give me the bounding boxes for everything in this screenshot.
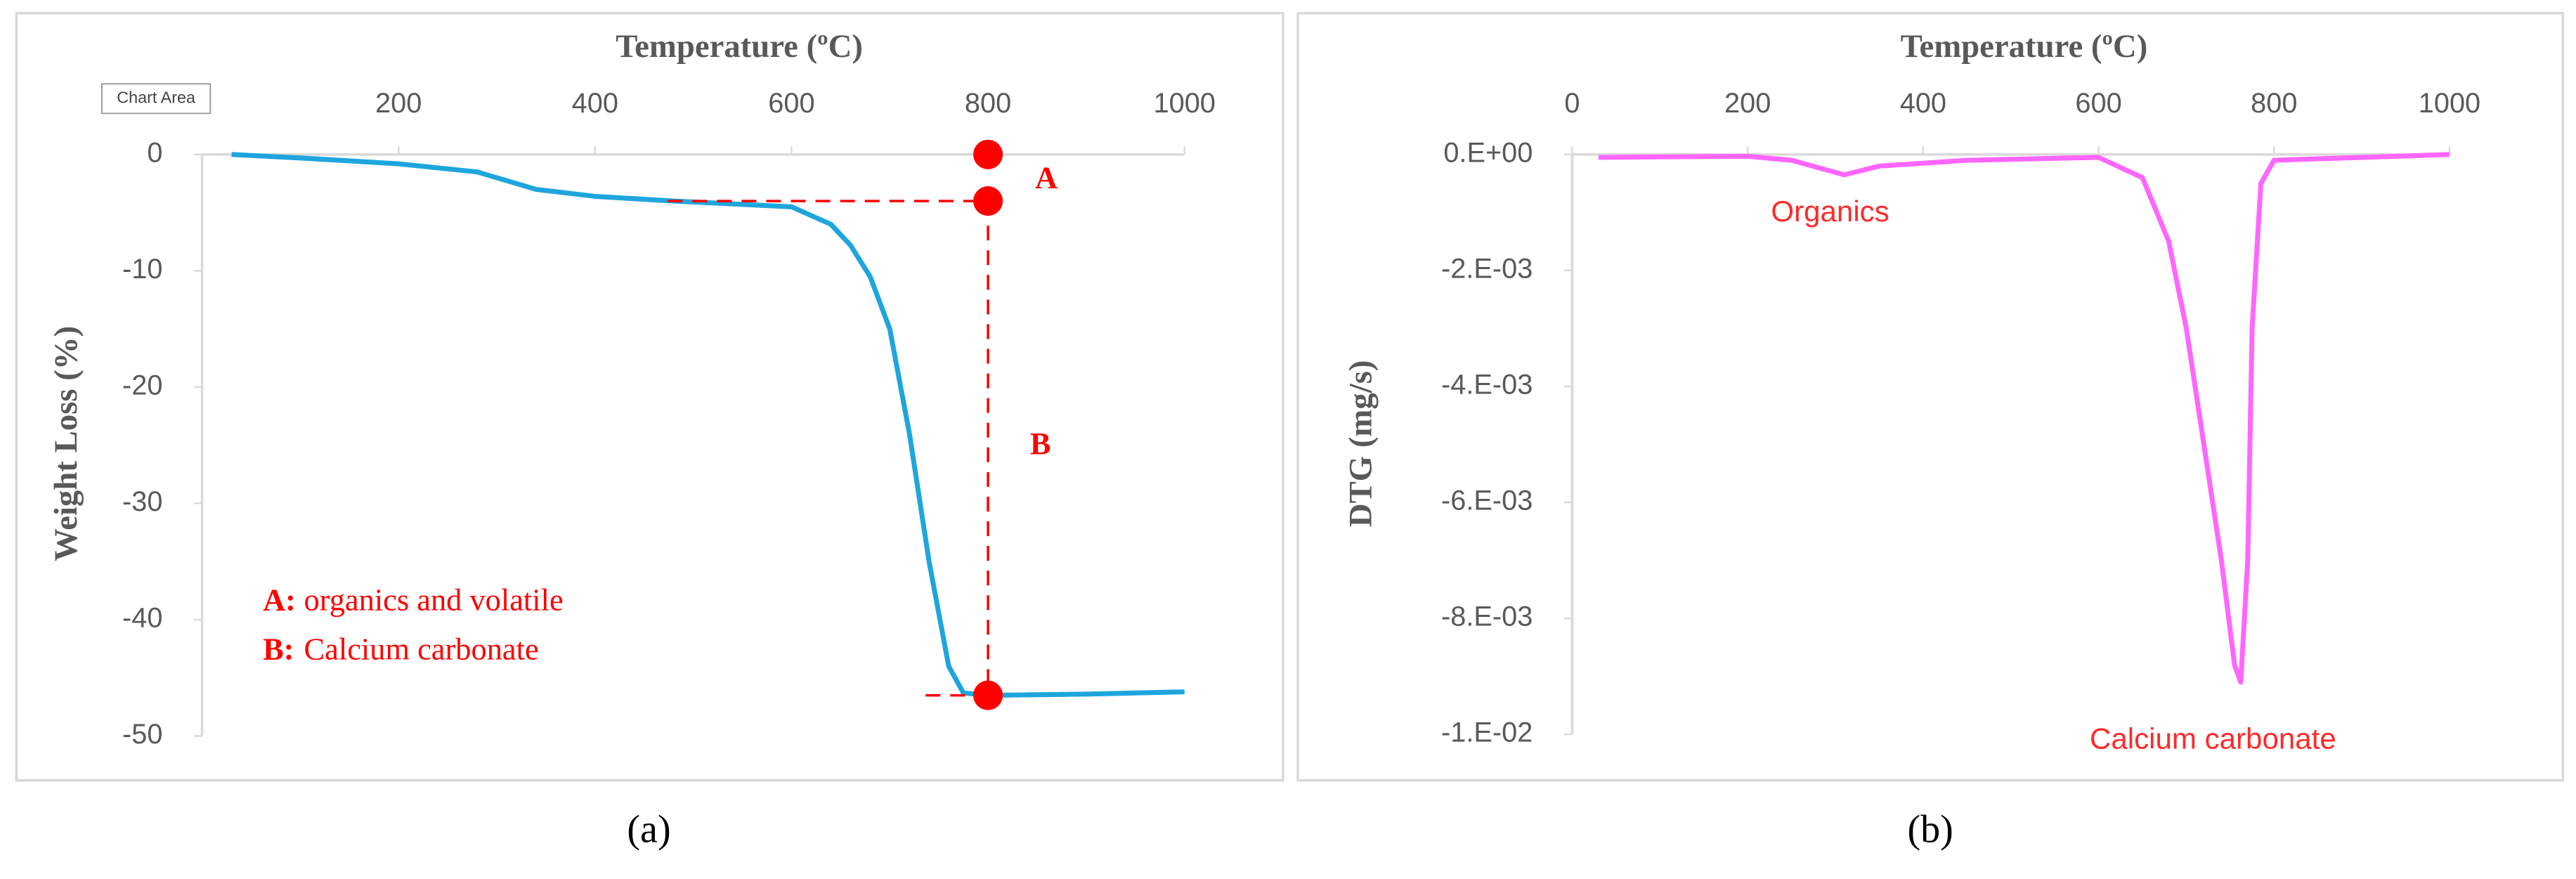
panel-label: (b) (1907, 807, 1953, 851)
annotation: organics and volatile (304, 582, 564, 617)
x-tick-label: 1000 (2419, 88, 2480, 119)
tooltip-box (101, 83, 212, 115)
data-line (231, 152, 1185, 698)
tooltip: Chart Area (117, 89, 195, 107)
x-tick-label: 400 (572, 88, 618, 119)
panel-frame (15, 12, 1284, 782)
y-tick-label: -4.E-03 (1441, 369, 1533, 400)
x-tick-label: 200 (375, 88, 422, 119)
marker (973, 680, 1003, 710)
x-tick-label: 0 (1564, 88, 1580, 119)
y-tick-label: -40 (122, 602, 162, 633)
y-axis-title: Weight Loss (%) (48, 326, 84, 561)
annotation: A (1035, 159, 1058, 195)
y-axis-title: DTG (mg/s) (1342, 360, 1379, 528)
x-tick-label: 800 (2251, 88, 2297, 119)
y-tick-label: -50 (122, 719, 162, 750)
y-tick-label: -6.E-03 (1441, 486, 1533, 516)
annotation: Organics (1771, 195, 1889, 228)
x-tick-label: 600 (2075, 88, 2121, 119)
data-line (1598, 152, 2450, 685)
y-tick-label: -2.E-03 (1441, 253, 1533, 284)
panel-frame (1296, 12, 2565, 782)
panel-label: (a) (627, 807, 670, 851)
marker (973, 139, 1003, 169)
y-tick-label: -20 (122, 370, 162, 401)
x-axis-title: Temperature (ºC) (616, 28, 863, 65)
y-tick-label: -10 (122, 254, 162, 285)
x-axis-title: Temperature (ºC) (1901, 28, 2148, 65)
x-tick-label: 800 (965, 88, 1011, 119)
y-tick-label: 0.E+00 (1443, 137, 1533, 168)
x-tick-label: 1000 (1154, 88, 1216, 119)
x-tick-label: 200 (1724, 88, 1771, 119)
annotation: B: (263, 631, 294, 666)
y-tick-label: -30 (122, 486, 162, 517)
annotation: Calcium carbonate (2090, 722, 2336, 755)
y-tick-label: -1.E-02 (1441, 717, 1533, 748)
x-tick-label: 400 (1900, 88, 1946, 119)
y-tick-label: 0 (147, 137, 162, 168)
annotation: A: (263, 582, 296, 617)
x-tick-label: 600 (768, 88, 814, 119)
annotation: Calcium carbonate (304, 631, 539, 666)
marker (973, 186, 1003, 216)
annotation: B (1030, 426, 1051, 461)
y-tick-label: -8.E-03 (1441, 601, 1533, 632)
